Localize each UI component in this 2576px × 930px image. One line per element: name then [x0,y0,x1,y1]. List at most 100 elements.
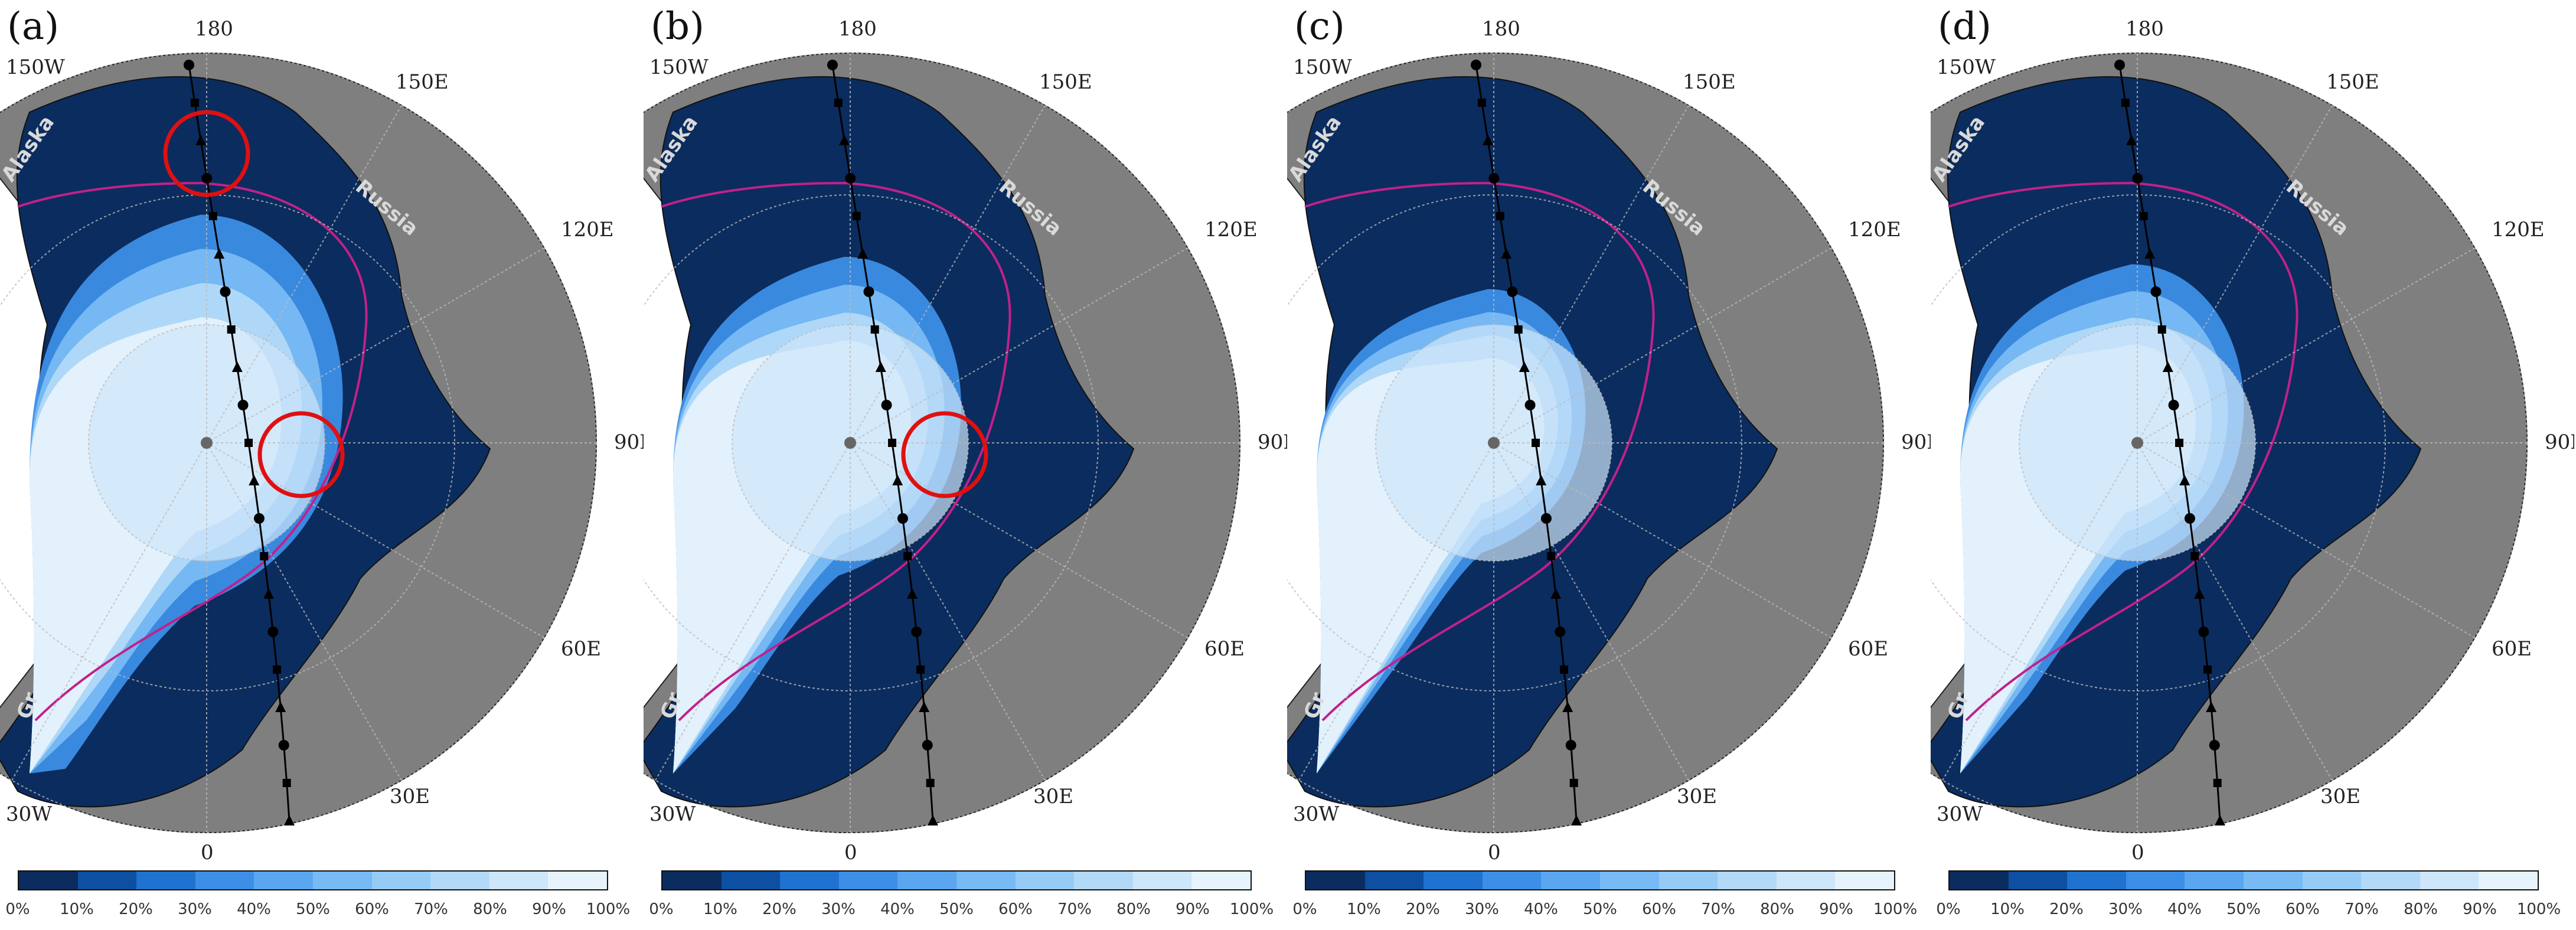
longitude-label-150e: 150E [396,70,449,94]
route-marker [190,99,199,107]
longitude-label-120e: 120E [1204,218,1258,242]
route-marker [2190,552,2199,560]
colorbar-segment [430,872,489,889]
longitude-label-60e: 60E [1848,637,1888,661]
colorbar-tick-label: 100% [586,900,631,918]
highlight-circle [163,110,250,197]
longitude-label-150w: 150W [649,56,709,79]
colorbar-tick-label: 50% [939,900,974,918]
longitude-label-180: 180 [2126,17,2164,41]
meridian [1493,442,1832,638]
colorbar-tick-label: 50% [296,900,330,918]
meridian [1493,442,1689,781]
longitude-label-180: 180 [1482,17,1520,41]
longitude-label-30e: 30E [1677,785,1717,808]
route-marker [2209,740,2220,750]
panel-label: (c) [1294,5,1345,48]
colorbar-segment [2302,872,2362,889]
route-marker [253,513,265,524]
colorbar-segment [838,872,898,889]
colorbar-tick-label: 30% [2108,900,2143,918]
longitude-label-30w: 30W [649,802,696,826]
route-marker [1514,325,1523,334]
colorbar-segment [780,872,839,889]
panel-label: (b) [651,5,704,48]
route-marker [852,212,861,220]
route-marker [1547,552,1556,560]
route-marker [249,475,260,485]
route-marker [2215,815,2225,825]
route-marker [922,740,933,750]
colorbar-segment [2420,872,2479,889]
longitude-label-0: 0 [201,841,214,862]
colorbar-segment [1658,872,1718,889]
meridian [206,105,402,443]
map-panel-b: (b)180150W150E120E90E60E30E30W0RussiaAla… [644,0,1287,930]
colorbar-tick-label: 20% [2049,900,2084,918]
colorbar-tick-label: 60% [355,900,389,918]
colorbar-ticks: 0% 10% 20% 30% 40% 50% 60% 70% 80% 90% 100% [5,900,630,924]
latitude-circle [0,53,597,833]
colorbar-segment [956,872,1016,889]
colorbar-tick-label: 70% [1057,900,1092,918]
route-marker [2179,475,2190,485]
colorbar-tick-label: 60% [1642,900,1676,918]
polar-map: 180150W150E120E90E60E30E30W0RussiaAlaska… [644,17,1287,862]
longitude-label-30e: 30E [390,785,430,808]
meridian [1942,442,2138,781]
route-marker [2144,248,2156,259]
route-marker [870,325,879,334]
meridian [206,442,402,781]
colorbar-tick-label: 0% [5,900,30,918]
route-marker [1536,475,1547,485]
route-marker [184,60,194,70]
route-marker [1562,701,1573,712]
longitude-label-150e: 150E [2326,70,2379,94]
ice-edge-contour [1948,181,2299,722]
route-marker [928,815,938,825]
route-marker [1488,173,1500,184]
colorbar-tick-label: 70% [414,900,448,918]
meridian [1493,105,1689,443]
longitude-label-0: 0 [2131,841,2144,862]
ice-edge-contour [661,181,1011,722]
colorbar-tick-label: 40% [237,900,271,918]
meridian [850,442,1046,781]
route-marker [1483,135,1494,145]
colorbar-tick-label: 10% [1347,900,1381,918]
route-marker [2139,212,2148,220]
north-pole-marker [201,437,213,449]
colorbar-segment [662,872,721,889]
meridian [850,442,1189,638]
colorbar-tick-label: 60% [998,900,1033,918]
route-marker [2162,361,2173,372]
longitude-label-150w: 150W [1293,56,1352,79]
colorbar-segment [1191,872,1251,889]
colorbar-tick-label: 0% [649,900,674,918]
colorbar-segment [721,872,781,889]
meridian [206,442,545,638]
colorbar-tick-label: 40% [880,900,915,918]
polar-map: 180150W150E120E90E60E30E30W0RussiaAlaska… [0,17,644,862]
north-pole-marker [1488,437,1500,449]
colorbar-segment [897,872,956,889]
longitude-label-90e: 90E [2545,430,2574,454]
route-marker [2198,626,2209,637]
colorbar-tick-label: 90% [1176,900,1210,918]
colorbar-segment [2479,872,2538,889]
panel-label: (a) [7,5,60,48]
colorbar-segment [548,872,607,889]
longitude-label-30e: 30E [2320,785,2360,808]
meridian [1298,442,1494,781]
route-marker [827,60,838,70]
route-marker [2168,400,2179,410]
colorbar-tick-label: 40% [2167,900,2202,918]
longitude-label-30w: 30W [1293,802,1339,826]
colorbar [18,870,608,890]
route-marker [244,439,253,447]
colorbar-tick-label: 20% [119,900,153,918]
route-marker [863,286,874,297]
route-marker [888,439,897,447]
route-marker [903,552,912,560]
